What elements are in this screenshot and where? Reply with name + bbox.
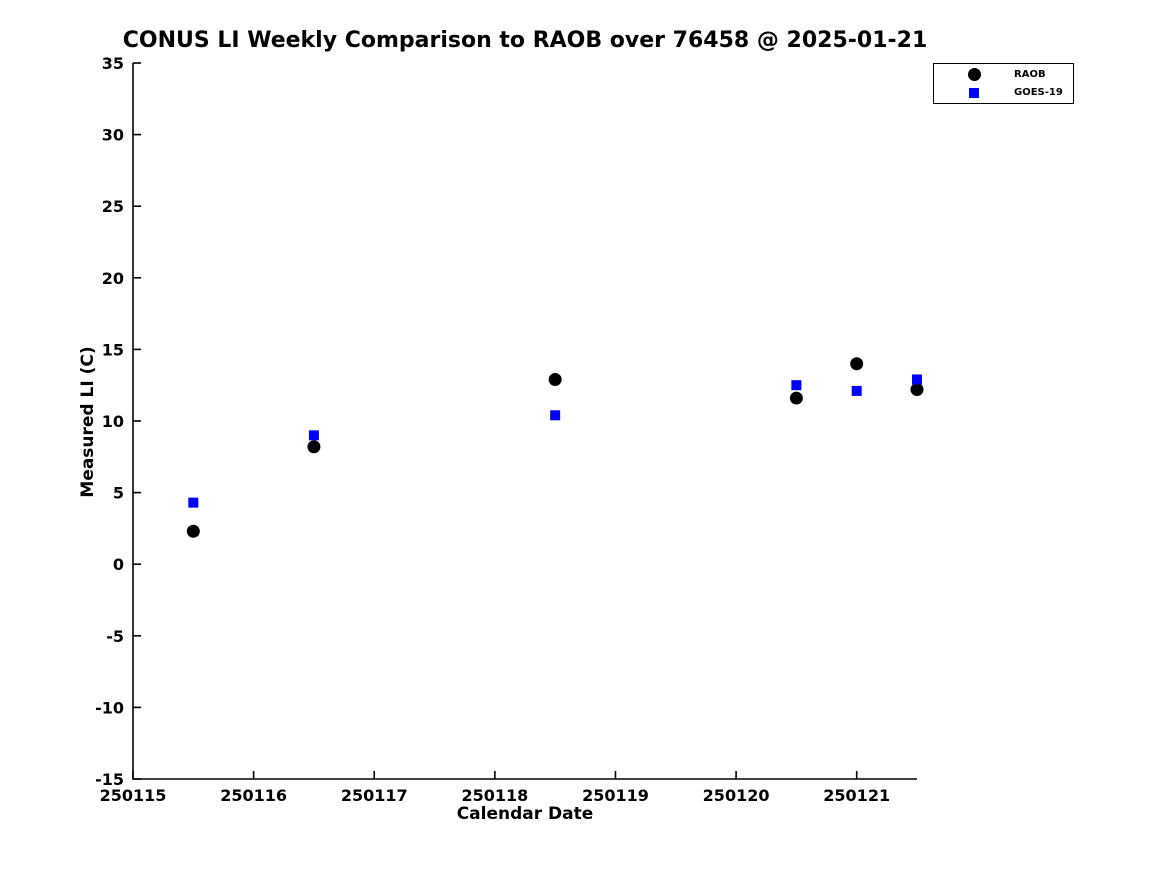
y-tick-label: 30 (102, 126, 124, 145)
raob-data-point (850, 357, 864, 371)
chart-title: CONUS LI Weekly Comparison to RAOB over … (122, 28, 928, 53)
x-tick-label: 250120 (703, 786, 770, 805)
y-tick-label: 25 (102, 197, 124, 216)
raob-data-point (186, 524, 200, 538)
legend-label-raob: RAOB (1014, 68, 1046, 80)
y-tick-label: 5 (113, 484, 124, 503)
y-tick-label: 10 (102, 412, 124, 431)
y-tick-label: -10 (95, 698, 124, 717)
y-tick-label: -5 (106, 627, 124, 646)
raob-circle-marker-icon (967, 67, 981, 81)
goes-19-data-point (912, 374, 922, 385)
x-tick-label: 250116 (220, 786, 287, 805)
goes-19-data-point (791, 380, 802, 391)
raob-data-point (910, 382, 924, 396)
x-tick-label: 250117 (341, 786, 408, 805)
x-tick-label: 250121 (823, 786, 890, 805)
y-tick-label: -15 (95, 770, 124, 789)
legend-label-goes19: GOES-19 (1014, 87, 1063, 99)
x-axis-label: Calendar Date (456, 804, 594, 824)
goes-19-data-point (188, 497, 199, 508)
x-tick-label: 250118 (461, 786, 528, 805)
y-tick-label: 0 (113, 555, 124, 574)
y-tick-label: 15 (102, 340, 124, 359)
goes-19-data-point (308, 430, 319, 441)
x-tick-label: 250119 (582, 786, 649, 805)
y-tick-label: 35 (102, 54, 124, 73)
goes19-square-marker-icon (969, 87, 979, 98)
legend: RAOB GOES-19 (933, 63, 1074, 104)
legend-entry-raob: RAOB (934, 66, 1073, 83)
goes-19-data-point (550, 410, 561, 421)
goes-19-data-point (851, 385, 862, 396)
raob-data-point (789, 391, 803, 405)
legend-marker-cell (934, 87, 1014, 98)
raob-data-point (307, 440, 321, 454)
y-tick-label: 20 (102, 269, 124, 288)
x-tick-label: 250115 (100, 786, 167, 805)
legend-marker-cell (934, 67, 1014, 81)
legend-entry-goes19: GOES-19 (934, 84, 1073, 101)
raob-data-point (548, 372, 562, 386)
